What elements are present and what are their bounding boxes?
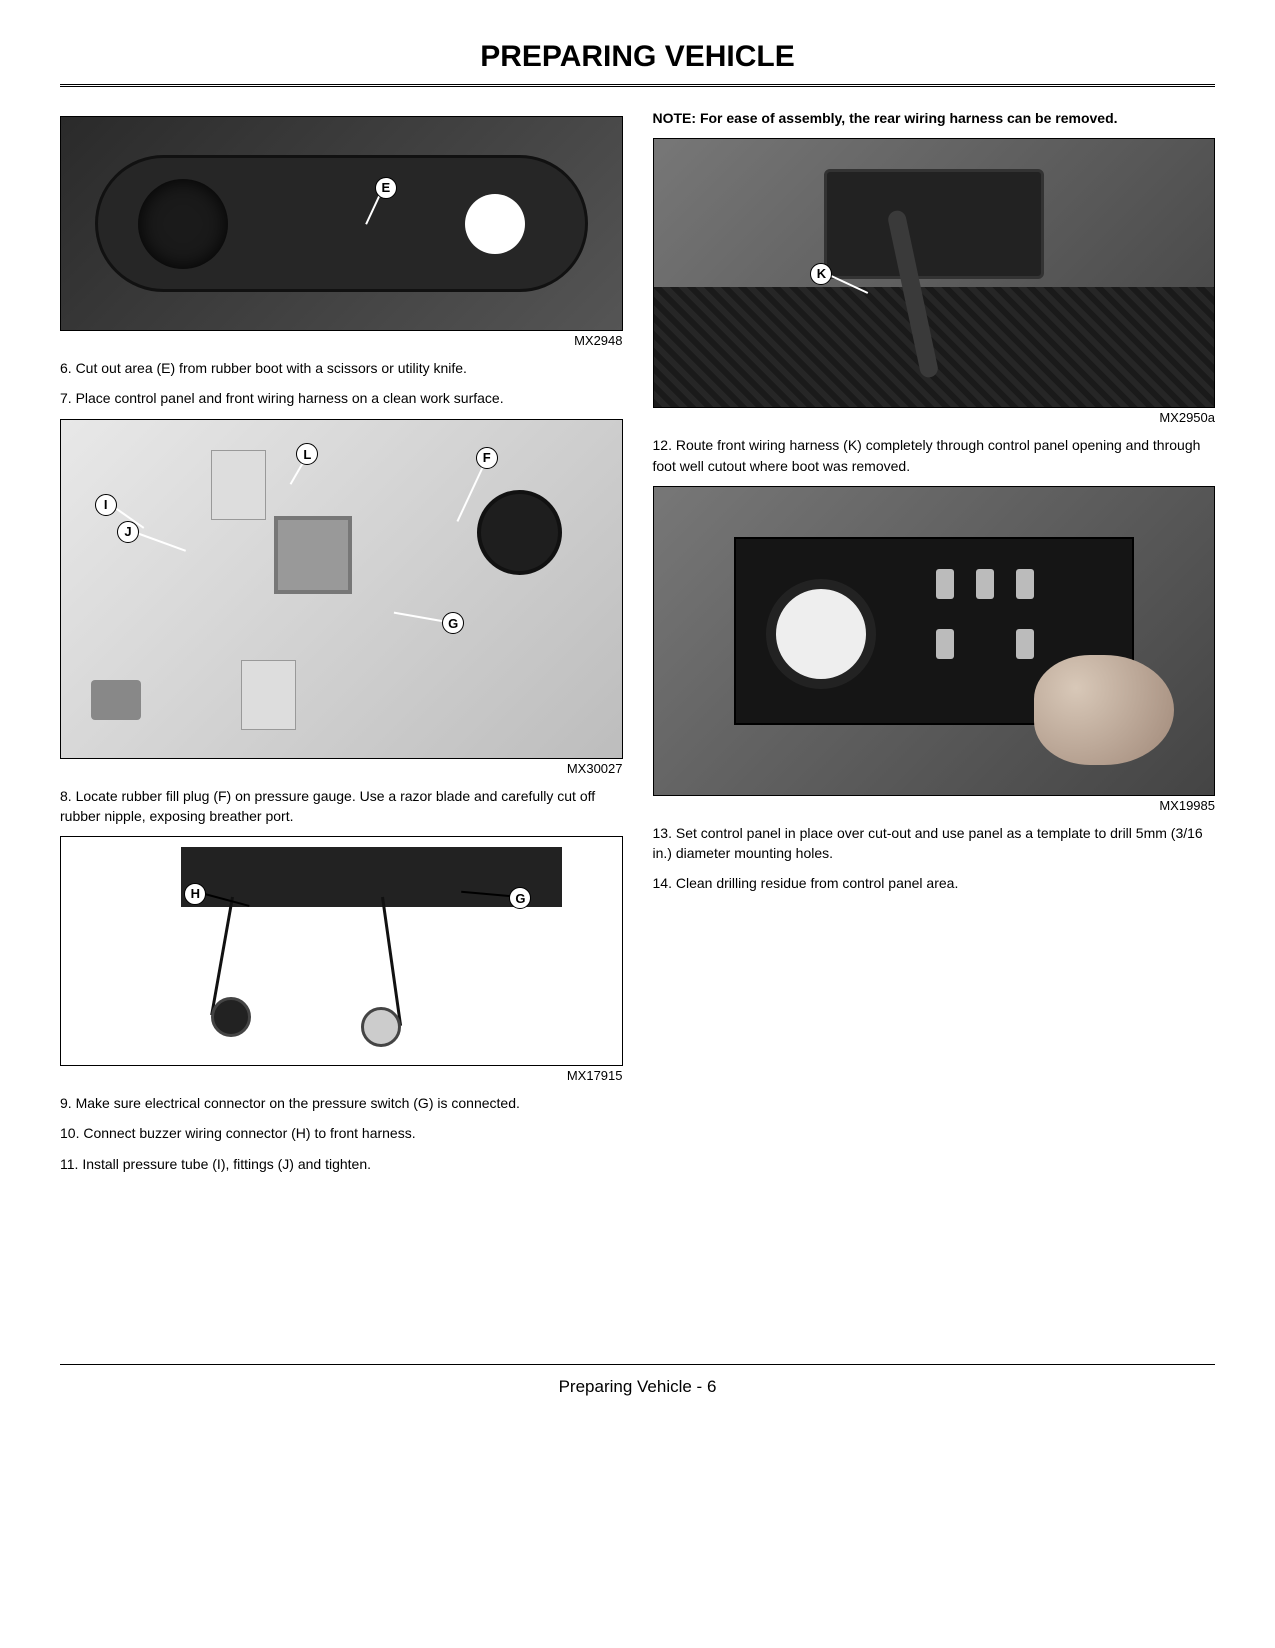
step-13: 13. Set control panel in place over cut-…: [653, 823, 1216, 864]
panel-switch: [936, 569, 954, 599]
valve-manifold: [278, 520, 348, 590]
figure-caption: MX19985: [653, 798, 1216, 813]
figure-caption: MX2948: [60, 333, 623, 348]
figure-valve-assembly: L F I J G: [60, 419, 623, 759]
panel-switch: [976, 569, 994, 599]
buzzer-sensor: [211, 997, 251, 1037]
pressure-gauge: [477, 490, 562, 575]
step-7: 7. Place control panel and front wiring …: [60, 388, 623, 408]
step-14: 14. Clean drilling residue from control …: [653, 873, 1216, 893]
step-8: 8. Locate rubber fill plug (F) on pressu…: [60, 786, 623, 827]
page-title: PREPARING VEHICLE: [60, 40, 1215, 74]
two-column-layout: E MX2948 6. Cut out area (E) from rubber…: [60, 108, 1215, 1184]
solenoid-2: [241, 660, 296, 730]
figure-dash-opening: K: [653, 138, 1216, 408]
figure-harness-switch: H G: [60, 836, 623, 1066]
callout-k: K: [810, 263, 832, 285]
panel-edge: [181, 847, 562, 907]
step-12: 12. Route front wiring harness (K) compl…: [653, 435, 1216, 476]
callout-f: F: [476, 447, 498, 469]
right-column: NOTE: For ease of assembly, the rear wir…: [653, 108, 1216, 1184]
panel-switch: [936, 629, 954, 659]
step-9: 9. Make sure electrical connector on the…: [60, 1093, 623, 1113]
figure-caption: MX17915: [60, 1068, 623, 1083]
figure-caption: MX30027: [60, 761, 623, 776]
hand: [1034, 655, 1174, 765]
title-rule: [60, 84, 1215, 88]
figure-boot: E: [60, 116, 623, 331]
callout-h: H: [184, 883, 206, 905]
boot-cutout-hole: [465, 194, 525, 254]
panel-switch: [1016, 629, 1034, 659]
page-footer: Preparing Vehicle - 6: [60, 1365, 1215, 1397]
solenoid-1: [211, 450, 266, 520]
boot-left-circle: [138, 179, 228, 269]
panel-gauge: [766, 579, 876, 689]
pressure-switch-sensor: [361, 1007, 401, 1047]
step-10: 10. Connect buzzer wiring connector (H) …: [60, 1123, 623, 1143]
callout-i: I: [95, 494, 117, 516]
floor-mat: [654, 287, 1215, 408]
step-6: 6. Cut out area (E) from rubber boot wit…: [60, 358, 623, 378]
left-column: E MX2948 6. Cut out area (E) from rubber…: [60, 108, 623, 1184]
callout-j: J: [117, 521, 139, 543]
dash-opening: [824, 169, 1044, 279]
step-11: 11. Install pressure tube (I), fittings …: [60, 1154, 623, 1174]
figure-control-panel: [653, 486, 1216, 796]
callout-g: G: [442, 612, 464, 634]
figure-caption: MX2950a: [653, 410, 1216, 425]
assembly-note: NOTE: For ease of assembly, the rear wir…: [653, 108, 1216, 128]
panel-switch: [1016, 569, 1034, 599]
boot-shape: [95, 155, 588, 291]
callout-pointer: [134, 531, 186, 552]
callout-l: L: [296, 443, 318, 465]
connector-plug: [91, 680, 141, 720]
callout-e: E: [375, 177, 397, 199]
